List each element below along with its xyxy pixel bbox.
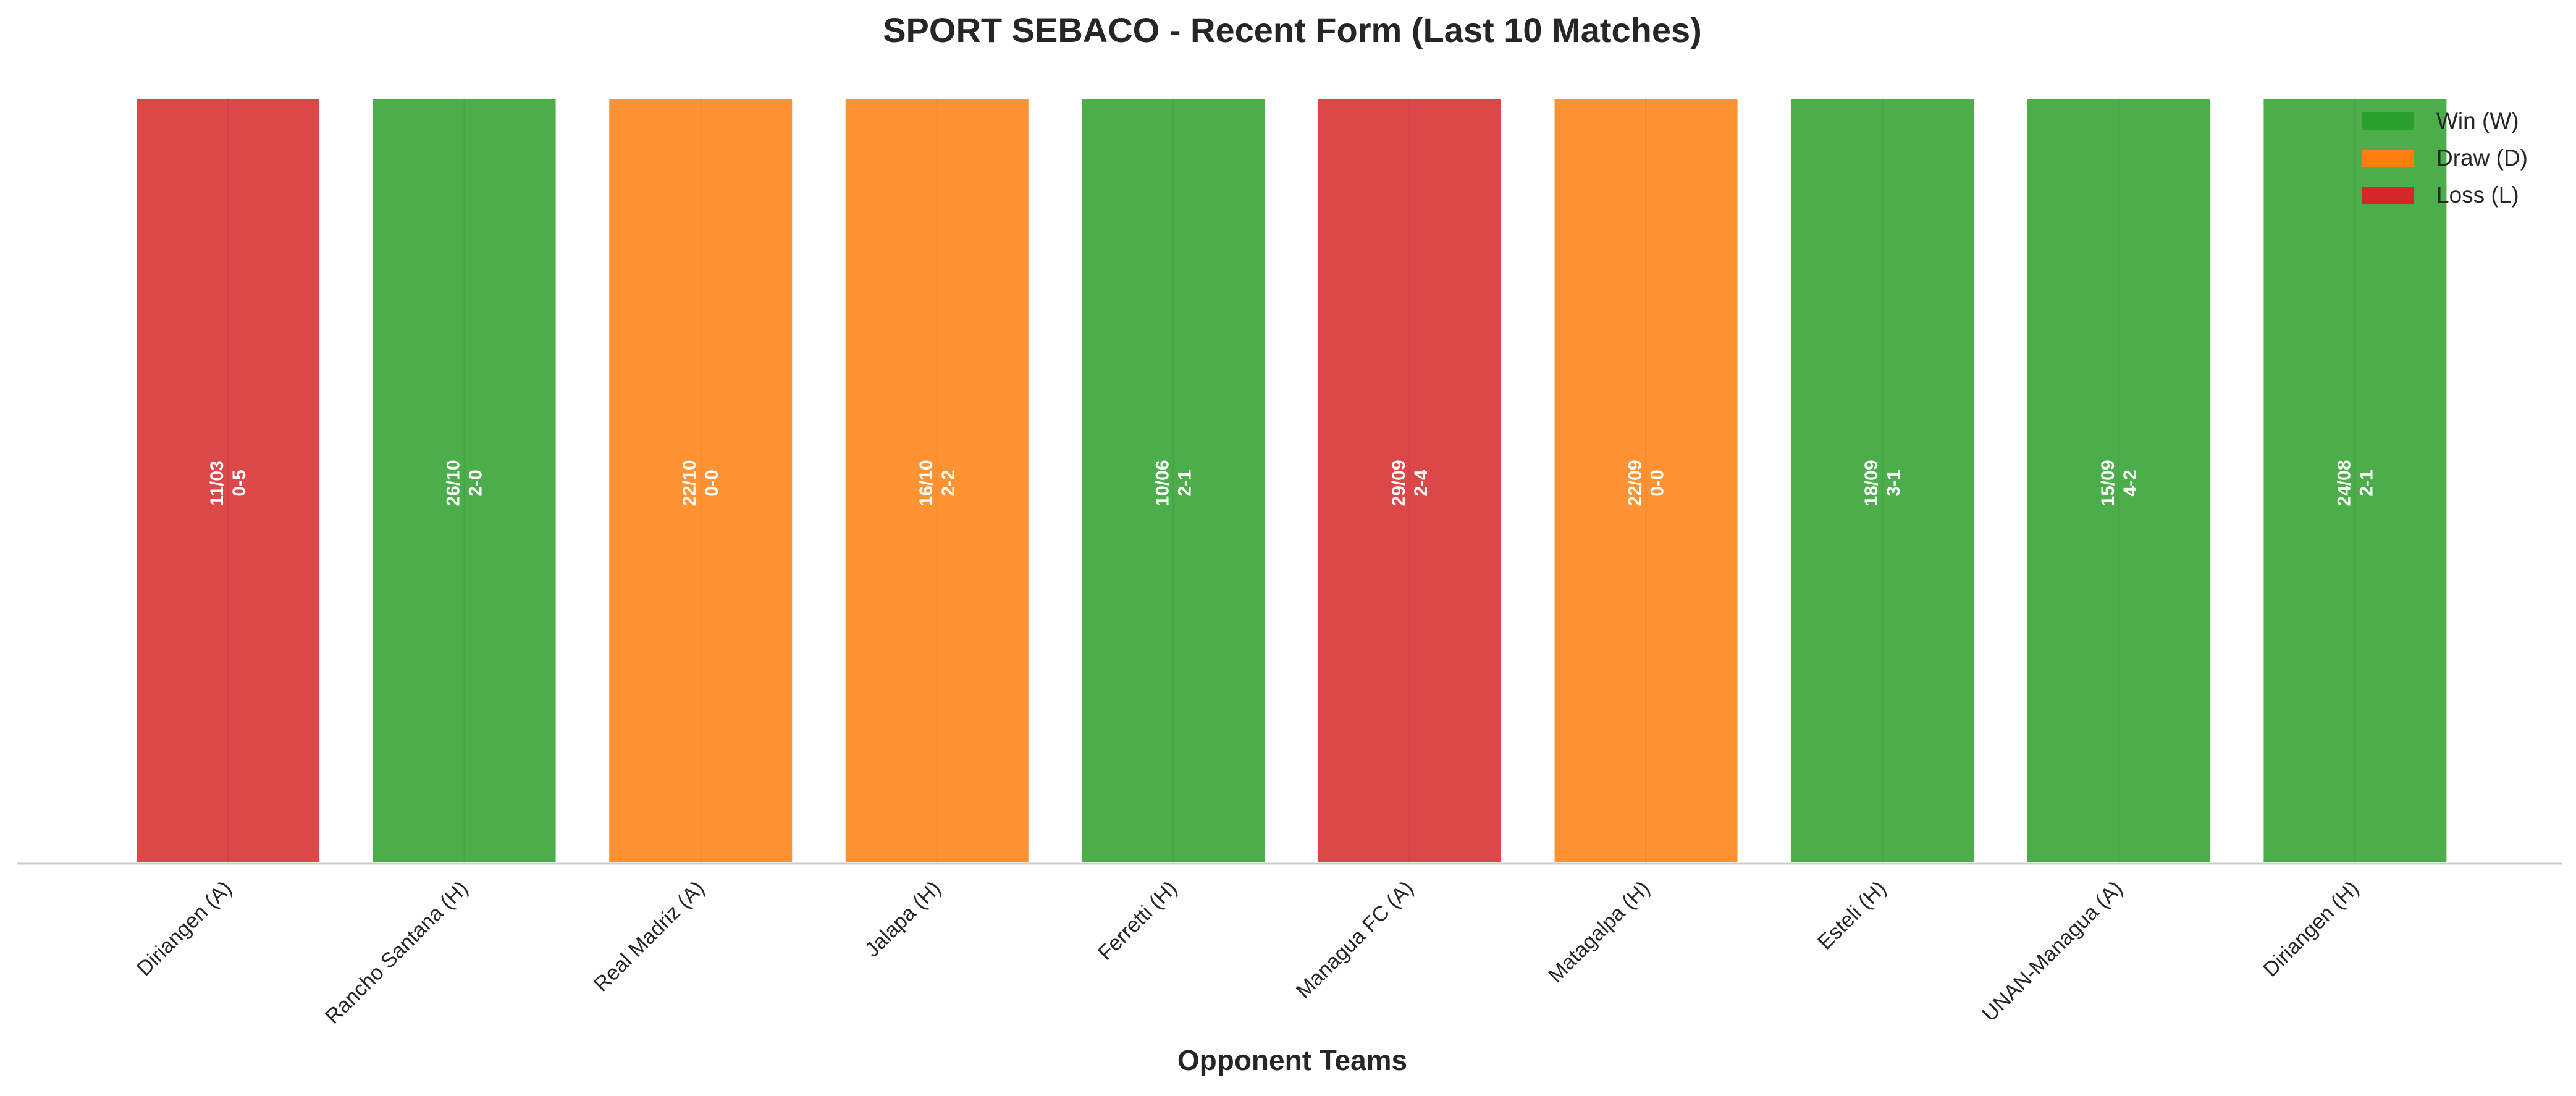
bar-score-label: 0-0 — [1648, 470, 1668, 496]
bar-date-label: 11/03 — [207, 460, 227, 505]
bar-date-label: 22/10 — [680, 460, 700, 506]
x-tick-label: Managua FC (A) — [1292, 877, 1418, 1003]
bar-label-2: 26/10 2-0 — [444, 460, 486, 506]
bar-label-6: 29/09 2-4 — [1389, 460, 1431, 506]
bar-score-label: 0-5 — [229, 470, 250, 496]
bar-7 — [1552, 96, 1740, 865]
bar-label-10: 24/08 2-1 — [2334, 460, 2376, 506]
x-tick-label: Diriangen (A) — [132, 877, 237, 981]
x-tick-label: Ferretti (H) — [1093, 877, 1182, 965]
x-tick-labels: Diriangen (A) Rancho Santana (H) Real Madr… — [132, 877, 2363, 1029]
bar-2 — [370, 96, 558, 865]
x-tick-label: UNAN-Managua (A) — [1977, 877, 2127, 1026]
bar-label-9: 15/09 4-2 — [2098, 460, 2140, 506]
x-tick-label: Jalapa (H) — [861, 877, 946, 962]
bar-score-label: 4-2 — [2120, 470, 2140, 496]
legend: Win (W) Draw (D) Loss (L) — [2362, 108, 2528, 208]
bar-label-5: 10/06 2-1 — [1152, 460, 1195, 506]
chart-title: SPORT SEBACO - Recent Form (Last 10 Matc… — [883, 11, 1702, 49]
legend-label-l: Loss (L) — [2436, 182, 2519, 208]
bar-score-label: 0-0 — [702, 470, 722, 496]
bar-label-7: 22/09 0-0 — [1625, 460, 1668, 506]
bars-layer — [134, 96, 2449, 865]
bar-score-label: 2-1 — [2356, 470, 2376, 496]
bar-4 — [843, 96, 1031, 865]
bar-5 — [1079, 96, 1268, 865]
bar-score-label: 2-0 — [466, 470, 486, 496]
bar-score-label: 2-2 — [938, 470, 959, 496]
bar-1 — [134, 96, 322, 865]
bar-score-label: 2-4 — [1411, 470, 1431, 497]
bar-score-label: 2-1 — [1174, 470, 1195, 496]
bar-date-label: 29/09 — [1389, 460, 1409, 506]
bar-score-label: 3-1 — [1884, 470, 1904, 496]
bar-label-8: 18/09 3-1 — [1861, 460, 1904, 506]
bar-3 — [607, 96, 795, 865]
bar-date-label: 18/09 — [1861, 460, 1882, 506]
bar-date-label: 26/10 — [444, 460, 464, 506]
legend-swatch-w — [2362, 112, 2414, 130]
bar-date-label: 16/10 — [916, 460, 937, 506]
legend-swatch-d — [2362, 150, 2414, 167]
bar-date-label: 10/06 — [1152, 460, 1172, 506]
bar-10 — [2261, 96, 2449, 865]
bar-label-3: 22/10 0-0 — [680, 460, 722, 506]
bar-date-label: 24/08 — [2334, 460, 2354, 506]
x-axis-label: Opponent Teams — [1177, 1044, 1407, 1076]
x-tick-label: Rancho Santana (H) — [321, 877, 473, 1029]
bar-labels-layer: 11/03 0-5 26/10 2-0 22/10 0-0 16/10 2-2 10/06 2-1… — [207, 460, 2376, 506]
bar-label-4: 16/10 2-2 — [916, 460, 959, 506]
bar-label-1: 11/03 0-5 — [207, 460, 250, 505]
x-tick-label: Matagalpa (H) — [1544, 877, 1654, 987]
legend-label-d: Draw (D) — [2436, 145, 2528, 171]
bar-date-label: 22/09 — [1625, 460, 1646, 506]
legend-label-w: Win (W) — [2436, 108, 2519, 133]
x-tick-label: Real Madriz (A) — [589, 877, 709, 997]
x-tick-label: Esteli (H) — [1813, 877, 1891, 955]
bar-date-label: 15/09 — [2098, 460, 2118, 506]
bar-6 — [1316, 96, 1504, 865]
bar-8 — [1788, 96, 1977, 865]
legend-swatch-l — [2362, 187, 2414, 204]
x-tick-label: Diriangen (H) — [2258, 877, 2363, 982]
